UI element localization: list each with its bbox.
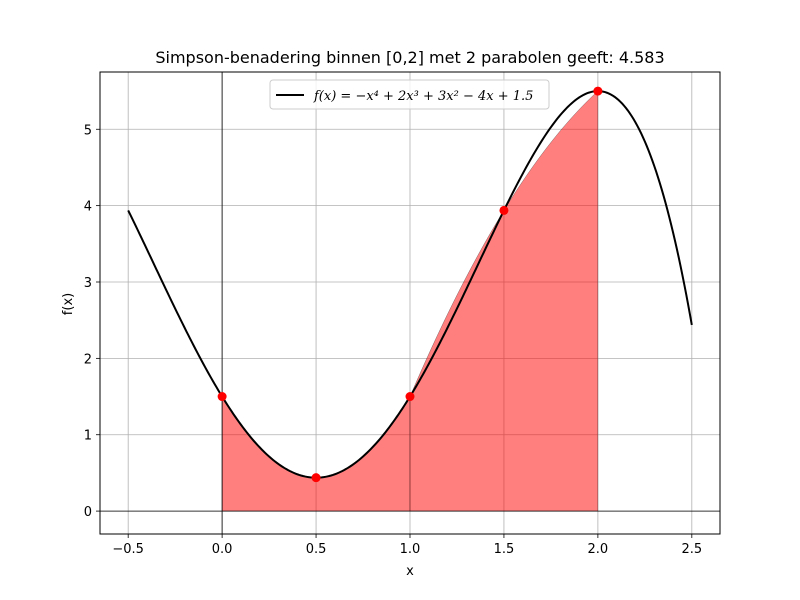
legend-box [269, 79, 550, 110]
chart-title: Simpson-benadering binnen [0,2] met 2 pa… [155, 48, 664, 67]
x-axis-label: x [406, 564, 414, 579]
y-tick-label: 1 [84, 429, 92, 444]
sample-point [499, 205, 509, 215]
x-tick-label: 1.0 [400, 542, 421, 557]
legend-label: f(x) = −x⁴ + 2x³ + 3x² − 4x + 1.5 [313, 89, 533, 104]
sample-point [217, 392, 227, 402]
sample-point [593, 86, 603, 96]
y-axis-label: f(x) [61, 293, 76, 315]
y-tick-label: 3 [84, 276, 92, 291]
x-tick-label: 2.5 [681, 542, 702, 557]
x-tick-label: 2.0 [588, 542, 609, 557]
sample-point [311, 473, 321, 483]
sample-points [217, 86, 603, 483]
x-tick-label: 0.5 [306, 542, 327, 557]
reference-lines [100, 72, 720, 534]
x-axis-ticks: −0.5 0.0 0.5 1.0 1.5 2.0 2.5 [112, 534, 702, 557]
x-tick-label: −0.5 [112, 542, 144, 557]
y-tick-label: 2 [84, 352, 92, 367]
y-tick-label: 4 [84, 200, 92, 215]
x-tick-label: 0.0 [212, 542, 233, 557]
y-tick-label: 0 [84, 505, 92, 520]
y-axis-ticks: 0 1 2 3 4 5 [84, 123, 100, 520]
sample-point [405, 392, 415, 402]
y-tick-label: 5 [84, 123, 92, 138]
legend: f(x) = −x⁴ + 2x³ + 3x² − 4x + 1.5 [269, 79, 550, 110]
x-tick-label: 1.5 [494, 542, 515, 557]
